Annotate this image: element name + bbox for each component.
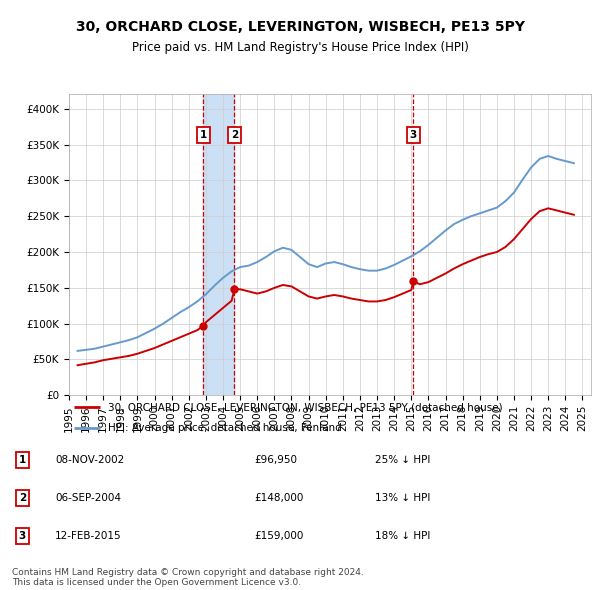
Text: 1: 1: [200, 130, 207, 140]
Text: HPI: Average price, detached house, Fenland: HPI: Average price, detached house, Fenl…: [108, 423, 342, 433]
Text: 30, ORCHARD CLOSE, LEVERINGTON, WISBECH, PE13 5PY: 30, ORCHARD CLOSE, LEVERINGTON, WISBECH,…: [76, 19, 524, 34]
Text: £96,950: £96,950: [254, 455, 297, 466]
Text: Contains HM Land Registry data © Crown copyright and database right 2024.
This d: Contains HM Land Registry data © Crown c…: [12, 568, 364, 587]
Text: £159,000: £159,000: [254, 531, 303, 541]
Text: 25% ↓ HPI: 25% ↓ HPI: [375, 455, 430, 466]
Text: 12-FEB-2015: 12-FEB-2015: [55, 531, 122, 541]
Text: 06-SEP-2004: 06-SEP-2004: [55, 493, 121, 503]
Text: £148,000: £148,000: [254, 493, 303, 503]
Text: 18% ↓ HPI: 18% ↓ HPI: [375, 531, 430, 541]
Text: 08-NOV-2002: 08-NOV-2002: [55, 455, 124, 466]
Text: 3: 3: [410, 130, 417, 140]
Text: 1: 1: [19, 455, 26, 466]
Text: Price paid vs. HM Land Registry's House Price Index (HPI): Price paid vs. HM Land Registry's House …: [131, 41, 469, 54]
Text: 3: 3: [19, 531, 26, 541]
Text: 2: 2: [19, 493, 26, 503]
Bar: [203, 94, 235, 395]
Text: 30, ORCHARD CLOSE, LEVERINGTON, WISBECH, PE13 5PY (detached house): 30, ORCHARD CLOSE, LEVERINGTON, WISBECH,…: [108, 402, 503, 412]
Text: 2: 2: [231, 130, 238, 140]
Text: 13% ↓ HPI: 13% ↓ HPI: [375, 493, 430, 503]
